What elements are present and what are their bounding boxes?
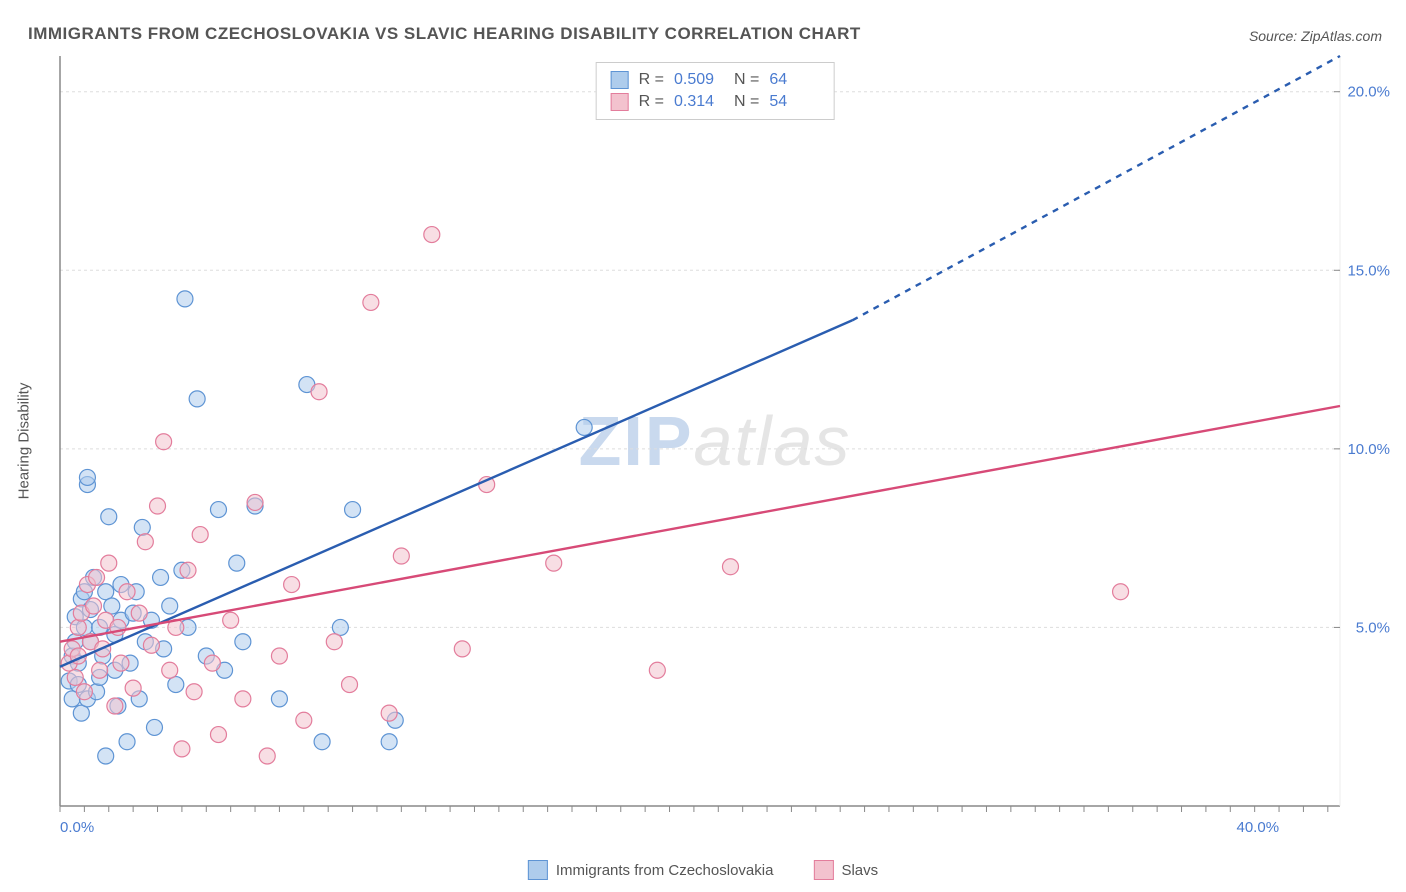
stats-legend-box: R = 0.509 N = 64 R = 0.314 N = 54 xyxy=(596,62,835,120)
source-value: ZipAtlas.com xyxy=(1301,28,1382,44)
bottom-legend: Immigrants from Czechoslovakia Slavs xyxy=(528,860,878,880)
svg-text:0.0%: 0.0% xyxy=(60,819,94,836)
legend-item: Slavs xyxy=(813,860,878,880)
legend-label: Slavs xyxy=(841,862,878,879)
svg-text:20.0%: 20.0% xyxy=(1347,84,1390,101)
stats-n-label: N = xyxy=(734,71,759,89)
svg-text:40.0%: 40.0% xyxy=(1237,819,1280,836)
stats-row: R = 0.509 N = 64 xyxy=(611,69,820,91)
svg-text:5.0%: 5.0% xyxy=(1356,619,1390,636)
stats-swatch xyxy=(611,71,629,89)
stats-swatch xyxy=(611,93,629,111)
source-attribution: Source: ZipAtlas.com xyxy=(1249,28,1382,44)
stats-r-label: R = xyxy=(639,71,664,89)
stats-row: R = 0.314 N = 54 xyxy=(611,91,820,113)
legend-label: Immigrants from Czechoslovakia xyxy=(556,862,774,879)
plot-area: Hearing Disability ZIPatlas 5.0%10.0%15.… xyxy=(60,56,1370,826)
source-label: Source: xyxy=(1249,28,1297,44)
svg-text:15.0%: 15.0% xyxy=(1347,262,1390,279)
legend-swatch xyxy=(528,860,548,880)
svg-text:10.0%: 10.0% xyxy=(1347,441,1390,458)
chart-svg: 5.0%10.0%15.0%20.0%0.0%40.0% xyxy=(60,56,1370,826)
stats-r-value: 0.314 xyxy=(674,93,724,111)
legend-swatch xyxy=(813,860,833,880)
stats-n-label: N = xyxy=(734,93,759,111)
y-axis-label: Hearing Disability xyxy=(16,383,33,500)
stats-n-value: 54 xyxy=(769,93,819,111)
chart-title: IMMIGRANTS FROM CZECHOSLOVAKIA VS SLAVIC… xyxy=(28,24,861,44)
stats-n-value: 64 xyxy=(769,71,819,89)
stats-r-label: R = xyxy=(639,93,664,111)
stats-r-value: 0.509 xyxy=(674,71,724,89)
legend-item: Immigrants from Czechoslovakia xyxy=(528,860,774,880)
